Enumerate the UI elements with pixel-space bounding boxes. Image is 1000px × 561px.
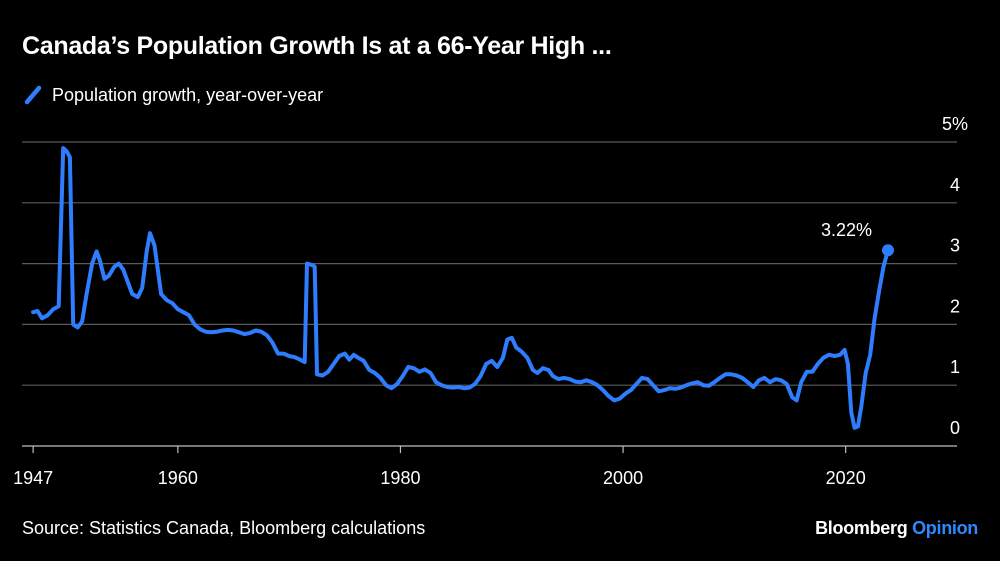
annotation-label-0: 3.22%: [821, 220, 872, 240]
y-tick-label-0: 0: [950, 418, 960, 438]
legend-line-icon: [24, 85, 42, 105]
brand-suffix: Opinion: [912, 518, 978, 538]
chart-title: Canada’s Population Growth Is at a 66-Ye…: [22, 32, 612, 60]
x-tick-label-2: 1980: [380, 468, 420, 488]
x-tick-label-1: 1960: [158, 468, 198, 488]
brand-name: Bloomberg: [815, 518, 908, 538]
y-tick-label-2: 2: [950, 296, 960, 316]
end-point-marker-0: [881, 244, 894, 257]
chart-legend: Population growth, year-over-year: [22, 84, 323, 106]
y-tick-label-5: 5%: [942, 114, 968, 134]
legend-label: Population growth, year-over-year: [52, 84, 324, 105]
x-tick-label-4: 2020: [826, 468, 866, 488]
series-line-0: [31, 146, 890, 430]
y-tick-label-4: 4: [950, 175, 960, 195]
bloomberg-opinion-logo: Bloomberg Opinion: [815, 518, 978, 539]
x-tick-label-3: 2000: [603, 468, 643, 488]
source-note: Source: Statistics Canada, Bloomberg cal…: [22, 518, 426, 538]
y-tick-label-1: 1: [950, 357, 960, 377]
x-tick-label-0: 1947: [13, 468, 53, 488]
y-tick-label-3: 3: [950, 236, 960, 256]
